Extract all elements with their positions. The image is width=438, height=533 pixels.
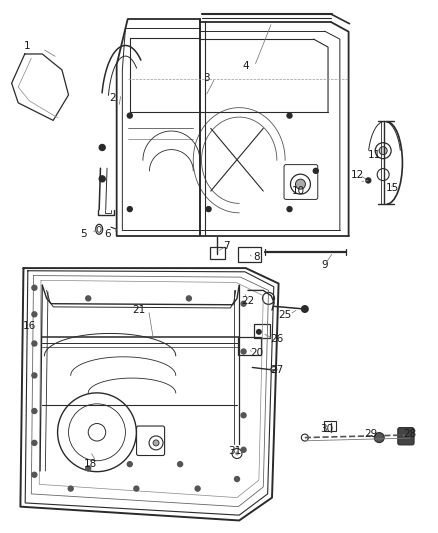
Circle shape xyxy=(32,285,37,290)
Text: 6: 6 xyxy=(104,229,111,239)
Text: 22: 22 xyxy=(241,296,254,306)
Text: 1: 1 xyxy=(24,41,30,51)
Circle shape xyxy=(286,207,291,212)
Text: 28: 28 xyxy=(403,429,416,439)
Text: 30: 30 xyxy=(319,424,332,433)
Circle shape xyxy=(365,178,370,183)
Text: 11: 11 xyxy=(367,150,381,160)
Circle shape xyxy=(186,296,191,301)
Circle shape xyxy=(127,113,132,118)
Text: 20: 20 xyxy=(250,348,263,358)
Text: 12: 12 xyxy=(350,170,363,180)
Circle shape xyxy=(286,113,291,118)
Text: 31: 31 xyxy=(228,447,241,456)
Circle shape xyxy=(99,176,105,182)
Circle shape xyxy=(234,477,239,481)
Text: 7: 7 xyxy=(222,241,229,252)
Text: 9: 9 xyxy=(321,260,327,270)
Text: 2: 2 xyxy=(109,93,115,102)
Circle shape xyxy=(313,168,318,173)
Circle shape xyxy=(205,207,211,212)
Circle shape xyxy=(32,408,37,414)
Text: 16: 16 xyxy=(22,321,35,331)
Circle shape xyxy=(255,329,261,335)
Text: 8: 8 xyxy=(253,253,259,262)
Circle shape xyxy=(177,462,182,466)
Circle shape xyxy=(32,341,37,346)
Circle shape xyxy=(373,433,383,442)
Text: 3: 3 xyxy=(203,73,209,83)
Circle shape xyxy=(378,147,386,155)
Circle shape xyxy=(153,440,159,446)
Circle shape xyxy=(240,447,246,453)
Text: 29: 29 xyxy=(363,429,376,439)
Circle shape xyxy=(240,349,246,354)
Circle shape xyxy=(32,472,37,477)
Circle shape xyxy=(127,207,132,212)
Circle shape xyxy=(240,301,246,306)
Text: 18: 18 xyxy=(84,459,97,469)
Circle shape xyxy=(240,413,246,418)
Text: 25: 25 xyxy=(278,310,291,320)
Text: 5: 5 xyxy=(80,229,87,239)
Circle shape xyxy=(85,296,91,301)
Circle shape xyxy=(32,373,37,378)
Text: 15: 15 xyxy=(385,183,398,193)
Circle shape xyxy=(85,466,91,471)
Text: 27: 27 xyxy=(269,365,283,375)
FancyBboxPatch shape xyxy=(397,427,413,445)
Circle shape xyxy=(127,462,132,466)
Circle shape xyxy=(295,179,305,189)
Circle shape xyxy=(234,451,238,456)
Circle shape xyxy=(32,440,37,446)
Text: 4: 4 xyxy=(242,61,248,71)
Circle shape xyxy=(99,144,105,150)
Circle shape xyxy=(194,486,200,491)
Circle shape xyxy=(300,305,308,313)
Circle shape xyxy=(134,486,138,491)
Circle shape xyxy=(32,312,37,317)
Text: 10: 10 xyxy=(291,185,304,196)
Text: 26: 26 xyxy=(269,334,283,344)
Circle shape xyxy=(68,486,73,491)
Text: 21: 21 xyxy=(131,305,145,315)
